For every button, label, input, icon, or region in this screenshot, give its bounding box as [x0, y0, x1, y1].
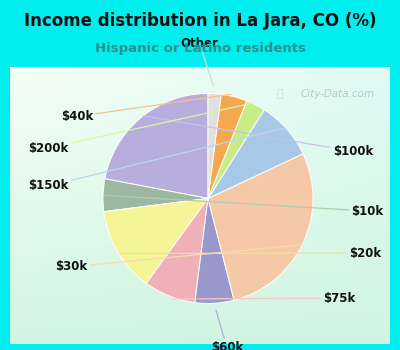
Text: $100k: $100k: [143, 116, 373, 158]
Wedge shape: [103, 179, 208, 212]
Text: $20k: $20k: [119, 246, 382, 260]
Wedge shape: [208, 94, 247, 198]
Text: $10k: $10k: [104, 195, 384, 218]
Text: $60k: $60k: [211, 310, 243, 350]
Text: Income distribution in La Jara, CO (%): Income distribution in La Jara, CO (%): [24, 12, 376, 30]
Text: $30k: $30k: [56, 245, 302, 273]
Text: $75k: $75k: [172, 292, 355, 305]
Wedge shape: [208, 110, 303, 198]
Text: City-Data.com: City-Data.com: [301, 89, 375, 99]
Wedge shape: [105, 93, 208, 198]
Wedge shape: [195, 198, 234, 303]
Wedge shape: [208, 101, 264, 198]
Text: Hispanic or Latino residents: Hispanic or Latino residents: [94, 42, 306, 55]
Wedge shape: [104, 198, 208, 284]
Text: Other: Other: [181, 36, 218, 86]
Text: $150k: $150k: [28, 128, 285, 192]
Text: $200k: $200k: [28, 103, 253, 155]
Wedge shape: [208, 93, 221, 198]
Text: ⓘ: ⓘ: [277, 89, 284, 99]
Wedge shape: [146, 198, 208, 303]
Wedge shape: [208, 154, 313, 300]
Text: $40k: $40k: [61, 94, 231, 123]
